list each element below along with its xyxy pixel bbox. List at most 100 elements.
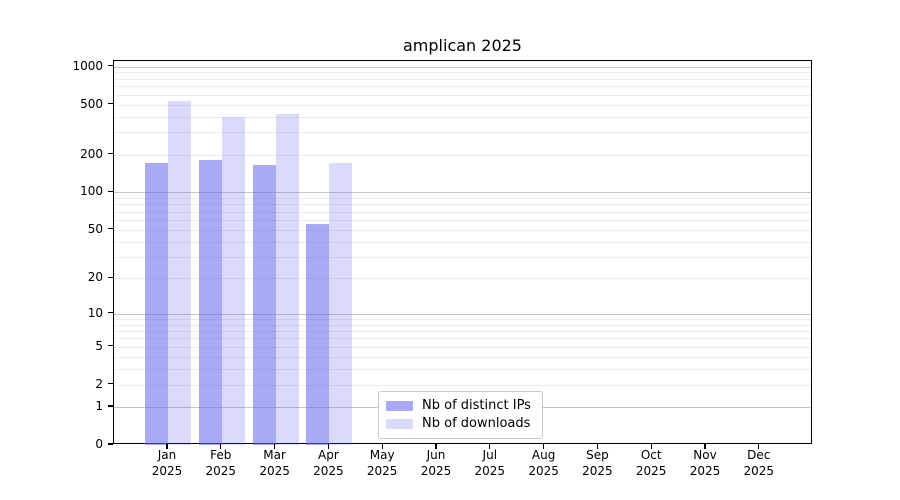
x-tick-mark	[327, 444, 329, 449]
y-gridline-minor	[114, 356, 811, 358]
y-gridline-minor	[114, 86, 811, 88]
y-tick-mark	[108, 65, 113, 67]
x-tick-month: Sep	[586, 448, 609, 462]
legend-item-distinct-ips: Nb of distinct IPs	[386, 397, 534, 414]
x-tick-year: 2025	[313, 463, 344, 478]
y-gridline-minor	[114, 318, 811, 320]
y-tick-label: 2	[95, 376, 103, 391]
bar-distinct-ips	[145, 163, 168, 445]
x-tick-month: Oct	[640, 448, 662, 462]
y-gridline-minor	[114, 241, 811, 243]
y-gridline-major	[114, 66, 811, 68]
bar-distinct-ips	[252, 165, 276, 445]
y-gridline-minor	[114, 229, 811, 231]
y-tick-mark	[108, 228, 113, 230]
x-tick-month: Apr	[318, 448, 339, 462]
x-tick-month: Nov	[693, 448, 717, 462]
x-tick-month: Feb	[210, 448, 232, 462]
x-tick-label: Sep 2025	[570, 448, 624, 479]
y-gridline-minor	[114, 204, 811, 206]
legend: Nb of distinct IPs Nb of downloads	[378, 391, 543, 439]
x-tick-month: Jan	[157, 448, 177, 462]
x-tick-mark	[274, 444, 276, 449]
x-tick-label: Feb 2025	[194, 448, 248, 479]
x-tick-month: Mar	[263, 448, 286, 462]
y-tick-mark	[108, 405, 113, 407]
bar-distinct-ips	[306, 223, 330, 445]
x-tick-label: Jun 2025	[409, 448, 463, 479]
y-gridline-minor	[114, 369, 811, 371]
y-tick-label: 0	[95, 437, 103, 451]
legend-item-downloads: Nb of downloads	[386, 415, 534, 432]
x-tick-year: 2025	[635, 463, 667, 478]
bar-downloads	[329, 163, 353, 445]
x-tick-label: Apr 2025	[301, 448, 355, 479]
x-tick-month: Dec	[747, 448, 771, 462]
legend-swatch-downloads	[386, 418, 413, 429]
y-tick-label: 200	[80, 146, 103, 161]
x-tick-label: Jul 2025	[463, 448, 517, 479]
y-gridline-major	[114, 313, 811, 315]
x-tick-year: 2025	[420, 463, 452, 478]
x-tick-label: Aug 2025	[517, 448, 571, 479]
x-tick-label: Mar 2025	[248, 448, 302, 479]
x-tick-year: 2025	[689, 463, 721, 478]
y-tick-mark	[108, 152, 113, 155]
y-gridline-minor	[114, 94, 811, 96]
chart-title: amplican 2025	[403, 36, 522, 55]
y-tick-label: 100	[80, 184, 103, 199]
y-tick-mark	[108, 443, 113, 445]
y-gridline-minor	[114, 346, 811, 348]
x-tick-year: 2025	[582, 463, 613, 478]
y-tick-label: 500	[80, 96, 103, 111]
y-gridline-major	[114, 192, 811, 194]
x-tick-label: Nov 2025	[678, 448, 732, 479]
x-tick-label: Oct 2025	[624, 448, 678, 479]
y-gridline-minor	[114, 338, 811, 340]
x-tick-mark	[596, 444, 598, 449]
x-tick-year: 2025	[528, 463, 559, 478]
x-tick-month: May	[369, 448, 395, 462]
x-tick-year: 2025	[743, 463, 775, 478]
x-tick-month: Jun	[426, 448, 446, 462]
y-tick-label: 20	[87, 270, 103, 285]
x-tick-label: Jan 2025	[140, 448, 194, 479]
x-tick-mark	[220, 444, 222, 449]
y-gridline-minor	[114, 278, 811, 280]
x-tick-year: 2025	[366, 463, 398, 478]
x-tick-mark	[166, 444, 168, 449]
bar-downloads	[275, 114, 299, 445]
y-tick-mark	[108, 102, 113, 105]
x-tick-label: Dec 2025	[732, 448, 786, 479]
bar-distinct-ips	[198, 160, 222, 445]
y-gridline-minor	[114, 331, 811, 333]
y-tick-label: 5	[95, 338, 103, 353]
x-tick-month: Aug	[531, 448, 556, 462]
x-tick-mark	[543, 444, 545, 449]
x-tick-year: 2025	[151, 463, 183, 478]
x-tick-mark	[704, 444, 706, 449]
x-tick-mark	[381, 444, 383, 449]
y-gridline-minor	[114, 197, 811, 199]
y-gridline-minor	[114, 72, 811, 74]
x-tick-label: May 2025	[355, 448, 409, 479]
y-gridline-minor	[114, 78, 811, 80]
y-gridline-minor	[114, 116, 811, 118]
bar-downloads	[168, 101, 191, 445]
x-tick-mark	[650, 444, 652, 449]
x-tick-mark	[758, 444, 760, 449]
y-gridline-minor	[114, 324, 811, 326]
x-tick-mark	[435, 444, 437, 449]
y-tick-label: 1	[95, 399, 103, 414]
x-tick-year: 2025	[474, 463, 506, 478]
y-tick-label: 1000	[72, 58, 103, 73]
legend-label-downloads: Nb of downloads	[422, 416, 531, 431]
x-tick-year: 2025	[205, 463, 237, 478]
plot-area	[113, 60, 812, 445]
x-tick-mark	[489, 444, 491, 449]
y-tick-mark	[108, 190, 113, 192]
y-gridline-minor	[114, 219, 811, 221]
y-tick-label: 10	[87, 305, 103, 320]
y-gridline-minor	[114, 211, 811, 213]
